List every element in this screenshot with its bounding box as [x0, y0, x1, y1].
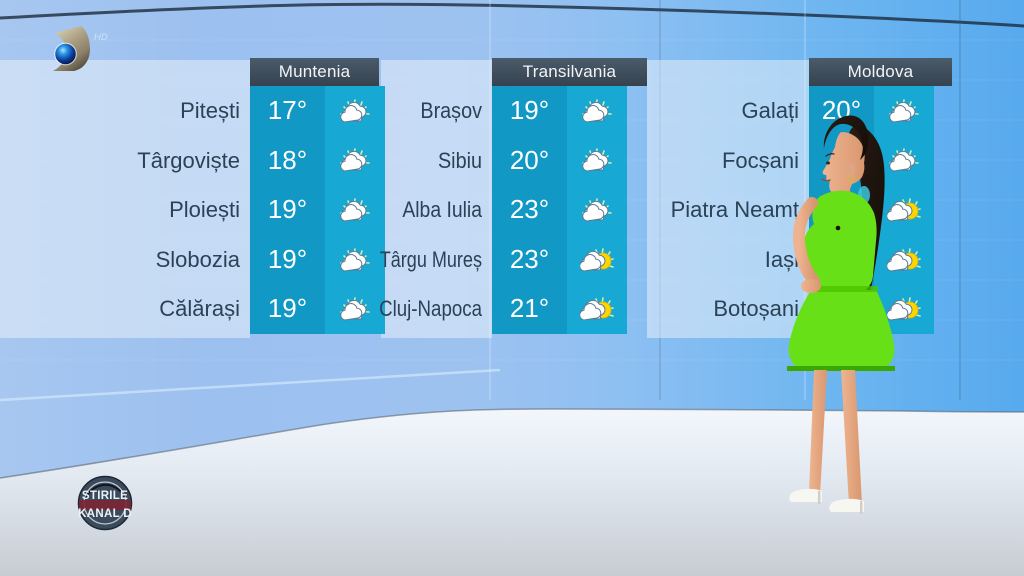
svg-text:KANAL D: KANAL D — [78, 508, 132, 520]
svg-text:STIRILE: STIRILE — [82, 490, 128, 502]
svg-text:HD: HD — [94, 32, 108, 43]
